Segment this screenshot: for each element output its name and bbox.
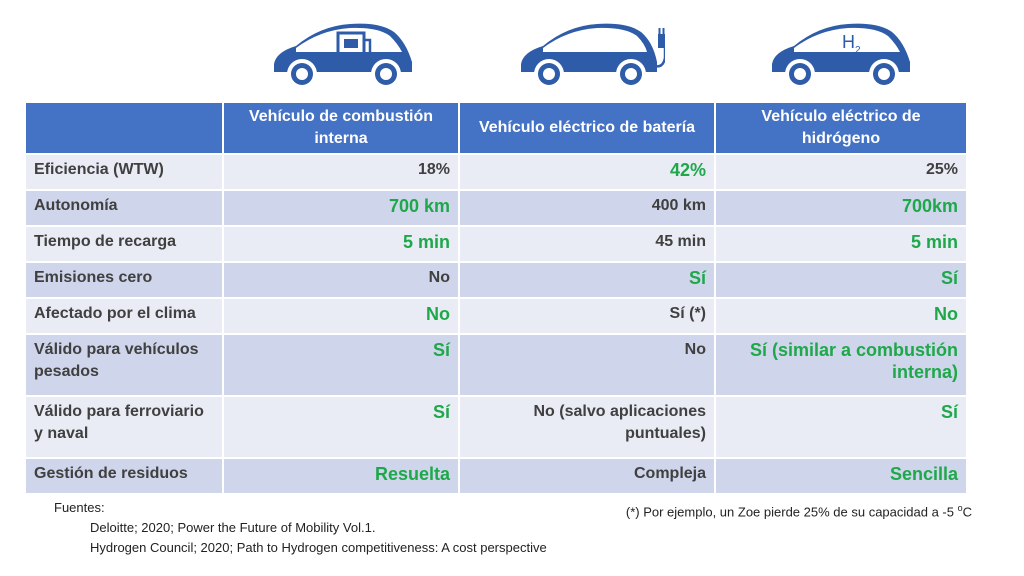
table-row: Válido para vehículos pesados Sí No Sí (…	[26, 335, 966, 395]
footnote-unit: C	[962, 504, 972, 520]
cell-battery: Sí (*)	[460, 299, 714, 333]
header-empty	[26, 103, 222, 153]
cell-battery: No (salvo aplicaciones puntuales)	[460, 397, 714, 457]
cell-hydrogen: 5 min	[716, 227, 966, 261]
cell-battery: Sí	[460, 263, 714, 297]
cell-battery: 45 min	[460, 227, 714, 261]
header-battery-electric: Vehículo eléctrico de batería	[460, 103, 714, 153]
cell-hydrogen: No	[716, 299, 966, 333]
car-electric-plug-icon	[515, 18, 665, 92]
row-label: Emisiones cero	[26, 263, 222, 297]
row-label: Gestión de residuos	[26, 459, 222, 493]
table-row: Afectado por el clima No Sí (*) No	[26, 299, 966, 333]
cell-combustion: Sí	[224, 335, 458, 395]
row-label: Autonomía	[26, 191, 222, 225]
cell-hydrogen: Sí	[716, 397, 966, 457]
cell-combustion: 700 km	[224, 191, 458, 225]
cell-battery: Compleja	[460, 459, 714, 493]
cell-battery: No	[460, 335, 714, 395]
header-hydrogen-electric: Vehículo eléctrico de hidrógeno	[716, 103, 966, 153]
table-row: Autonomía 700 km 400 km 700km	[26, 191, 966, 225]
footnote-degree: o	[957, 503, 963, 513]
source-ref-hydrogen-council: Hydrogen Council; 2020; Path to Hydrogen…	[90, 540, 547, 555]
cell-hydrogen: Sí	[716, 263, 966, 297]
cell-battery: 42%	[460, 155, 714, 189]
cell-hydrogen: 25%	[716, 155, 966, 189]
table-row: Eficiencia (WTW) 18% 42% 25%	[26, 155, 966, 189]
row-label: Válido para vehículos pesados	[26, 335, 222, 395]
cell-combustion: Resuelta	[224, 459, 458, 493]
row-label: Afectado por el clima	[26, 299, 222, 333]
cell-battery: 400 km	[460, 191, 714, 225]
car-h2-icon: H 2	[766, 18, 916, 92]
table-header-row: Vehículo de combustión interna Vehículo …	[26, 103, 966, 153]
table-row: Gestión de residuos Resuelta Compleja Se…	[26, 459, 966, 493]
cell-hydrogen: 700km	[716, 191, 966, 225]
table-row: Emisiones cero No Sí Sí	[26, 263, 966, 297]
table-row: Válido para ferroviario y naval Sí No (s…	[26, 397, 966, 457]
car-fuel-pump-icon	[268, 18, 418, 92]
cell-combustion: 18%	[224, 155, 458, 189]
cell-combustion: 5 min	[224, 227, 458, 261]
sources-block: Fuentes: Deloitte; 2020; Power the Futur…	[54, 498, 547, 558]
table-row: Tiempo de recarga 5 min 45 min 5 min	[26, 227, 966, 261]
footnote-text: (*) Por ejemplo, un Zoe pierde 25% de su…	[625, 504, 958, 520]
row-label: Válido para ferroviario y naval	[26, 397, 222, 457]
cell-hydrogen: Sencilla	[716, 459, 966, 493]
cell-combustion: Sí	[224, 397, 458, 457]
comparison-table: Vehículo de combustión interna Vehículo …	[24, 101, 968, 495]
cell-combustion: No	[224, 263, 458, 297]
sources-title: Fuentes:	[54, 500, 105, 515]
header-combustion: Vehículo de combustión interna	[224, 103, 458, 153]
cell-hydrogen: Sí (similar a combustión interna)	[716, 335, 966, 395]
h2-subscript: 2	[855, 45, 861, 56]
row-label: Tiempo de recarga	[26, 227, 222, 261]
cell-combustion: No	[224, 299, 458, 333]
footnote: (*) Por ejemplo, un Zoe pierde 25% de su…	[626, 498, 972, 522]
source-ref-deloitte: Deloitte; 2020; Power the Future of Mobi…	[90, 520, 376, 535]
h2-label: H	[842, 32, 855, 52]
row-label: Eficiencia (WTW)	[26, 155, 222, 189]
